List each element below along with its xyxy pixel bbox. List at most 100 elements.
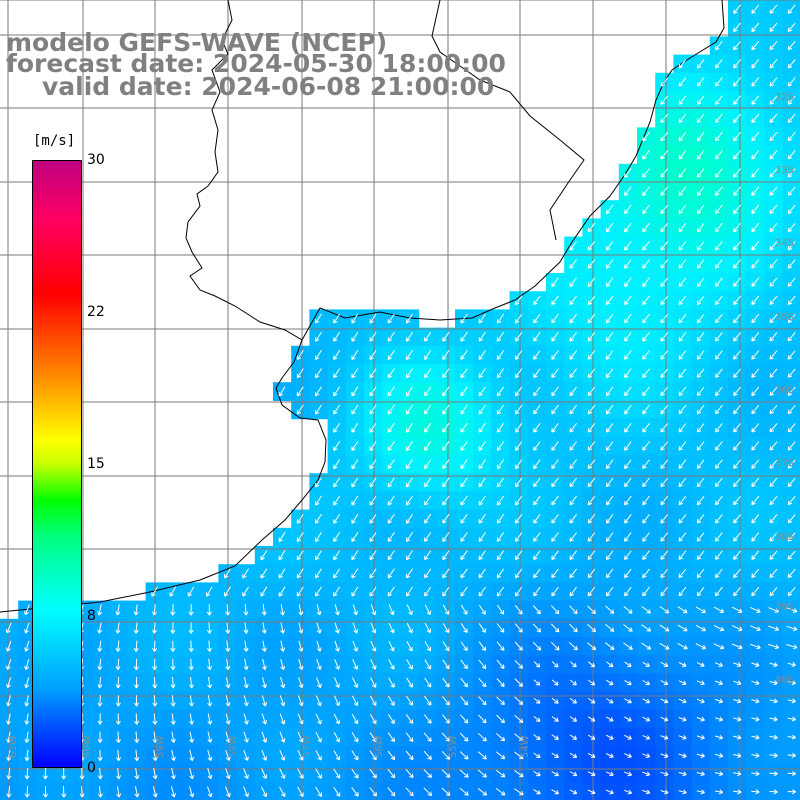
wind-arrow <box>387 459 395 470</box>
wind-arrow <box>715 568 723 579</box>
title-model: modelo GEFS-WAVE (NCEP) <box>6 28 388 57</box>
wind-arrow <box>696 222 705 233</box>
wind-arrow <box>551 368 559 378</box>
wind-arrow <box>6 767 12 780</box>
wind-arrow <box>296 513 304 524</box>
wind-arrow <box>405 568 414 579</box>
wind-arrow <box>751 186 760 196</box>
wind-arrow <box>369 787 377 797</box>
wind-arrow <box>624 350 632 360</box>
wind-arrow <box>533 313 541 324</box>
wind-arrow <box>478 641 487 651</box>
longitude-label: 58W <box>228 735 239 758</box>
wind-arrow <box>696 662 705 667</box>
wind-arrow <box>496 495 505 506</box>
wind-arrow <box>624 568 632 579</box>
wind-arrow <box>678 716 687 722</box>
wind-arrow <box>696 168 705 178</box>
wind-arrow <box>423 769 432 778</box>
wind-arrow <box>533 532 541 542</box>
wind-arrow <box>370 622 377 634</box>
wind-arrow <box>569 277 577 287</box>
wind-arrow <box>262 677 267 689</box>
wind-arrow <box>460 714 469 724</box>
wind-arrow <box>624 532 632 542</box>
wind-arrow <box>769 789 778 795</box>
wind-arrow <box>261 622 267 634</box>
wind-arrow <box>441 769 451 778</box>
wind-arrow <box>678 186 687 196</box>
wind-arrow <box>315 513 322 524</box>
wind-arrow <box>224 586 231 597</box>
wind-arrow <box>715 113 723 124</box>
wind-arrow <box>334 604 340 616</box>
wind-arrow <box>24 731 30 743</box>
wind-arrow <box>787 404 796 415</box>
wind-arrow <box>405 386 414 397</box>
wind-arrow <box>696 771 705 777</box>
wind-arrow <box>605 441 614 451</box>
wind-arrow <box>733 550 741 560</box>
wind-arrow <box>569 550 577 560</box>
wind-arrow <box>460 368 468 379</box>
wind-arrow <box>715 204 723 215</box>
wind-arrow <box>642 149 650 160</box>
wind-arrow <box>243 731 249 743</box>
wind-arrow <box>551 661 559 668</box>
wind-arrow <box>624 514 632 524</box>
wind-arrow <box>624 404 632 415</box>
wind-arrow <box>733 386 741 397</box>
wind-arrow <box>188 622 194 634</box>
wind-arrow <box>514 714 524 723</box>
wind-arrow <box>243 786 249 798</box>
wind-arrow <box>660 716 669 722</box>
wind-arrow <box>496 733 506 742</box>
wind-arrow <box>261 786 268 798</box>
wind-arrow <box>642 277 650 287</box>
wind-arrow <box>225 640 231 652</box>
wind-arrow <box>261 731 268 743</box>
wind-arrow <box>351 768 359 779</box>
wind-arrow <box>115 749 122 762</box>
wind-arrow <box>477 787 488 796</box>
wind-arrow <box>316 622 322 634</box>
wind-arrow <box>605 259 614 269</box>
wind-arrow <box>170 731 176 743</box>
wind-arrow <box>333 441 341 451</box>
wind-arrow <box>352 604 358 616</box>
wind-arrow <box>551 495 559 506</box>
wind-arrow <box>787 698 796 704</box>
wind-arrow <box>733 404 741 415</box>
wind-arrow <box>624 241 632 251</box>
wind-arrow <box>152 786 158 798</box>
wind-arrow <box>152 749 158 762</box>
wind-arrow <box>605 642 615 650</box>
wind-arrow <box>170 676 176 689</box>
longitude-label: 57W <box>302 735 313 758</box>
wind-arrow <box>733 495 741 506</box>
wind-arrow <box>5 622 12 634</box>
wind-arrow <box>569 332 577 342</box>
wind-arrow <box>787 259 796 269</box>
wind-arrow <box>769 40 778 51</box>
wind-arrow <box>678 168 687 178</box>
wind-arrow <box>751 568 760 579</box>
wind-arrow <box>351 404 359 415</box>
wind-arrow <box>189 786 195 798</box>
wind-arrow <box>660 550 669 560</box>
wind-arrow <box>678 568 687 579</box>
wind-arrow <box>189 768 195 780</box>
colorbar-tick: 22 <box>87 304 105 320</box>
wind-arrow <box>787 734 797 740</box>
wind-arrow <box>551 423 559 433</box>
wind-arrow <box>678 259 687 269</box>
wind-arrow <box>188 658 194 671</box>
wind-arrow <box>678 771 687 777</box>
wind-arrow <box>352 640 359 652</box>
wind-arrow <box>315 768 322 779</box>
wind-arrow <box>751 459 760 469</box>
wind-arrow <box>642 186 650 196</box>
wind-arrow <box>133 640 139 652</box>
wind-arrow <box>387 331 395 342</box>
wind-arrow <box>678 662 687 667</box>
